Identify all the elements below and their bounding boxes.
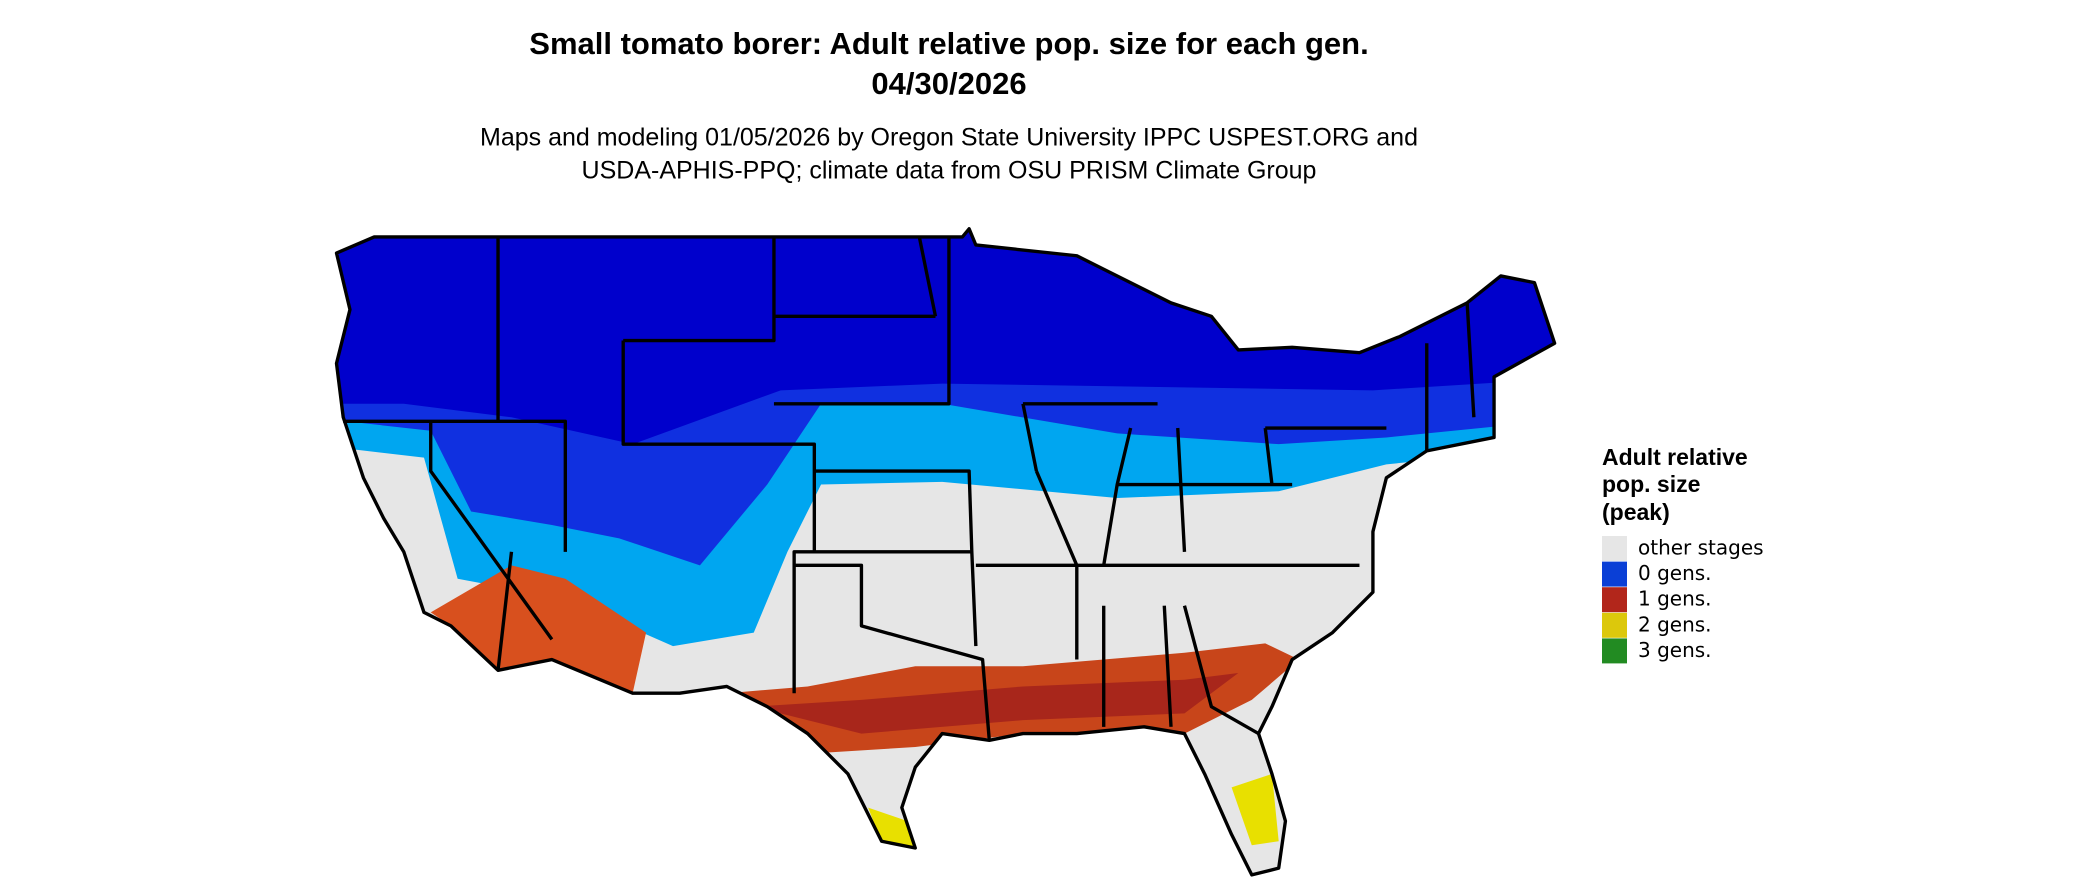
legend-swatch	[1602, 561, 1627, 587]
title: Small tomato borer: Adult relative pop. …	[529, 26, 1368, 61]
legend-label: 2 gens.	[1638, 612, 1712, 636]
subtitle-line: Maps and modeling 01/05/2026 by Oregon S…	[480, 124, 1418, 152]
legend-label: 1 gens.	[1638, 587, 1712, 611]
legend-title: pop. size	[1602, 471, 1700, 497]
legend-title: (peak)	[1602, 499, 1670, 525]
subtitle-line: USDA-APHIS-PPQ; climate data from OSU PR…	[582, 157, 1317, 185]
legend-swatch	[1602, 536, 1627, 561]
legend-swatch	[1602, 612, 1627, 638]
legend-label: 0 gens.	[1638, 561, 1712, 585]
legend-swatch	[1602, 638, 1627, 664]
legend-swatch	[1602, 587, 1627, 613]
legend-title: Adult relative	[1602, 444, 1748, 470]
date: 04/30/2026	[871, 66, 1026, 101]
map	[334, 227, 1557, 877]
legend-label: other stages	[1638, 536, 1764, 560]
legend-label: 3 gens.	[1638, 638, 1712, 662]
